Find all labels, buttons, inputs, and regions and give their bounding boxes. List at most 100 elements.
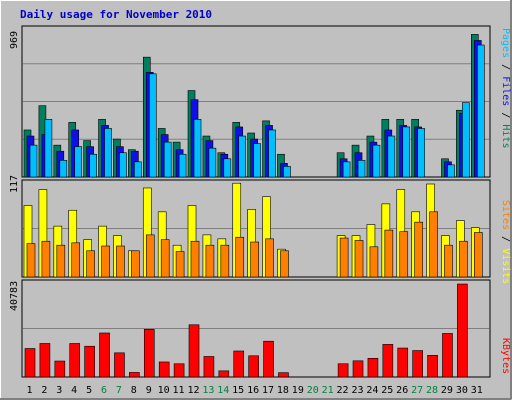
bar-kbytes-day-18 — [278, 372, 289, 378]
bar-pages-day-8 — [134, 161, 142, 178]
x-tick-label-20: 20 — [307, 385, 319, 396]
x-tick-label-12: 12 — [187, 385, 199, 396]
bar-pages-day-15 — [238, 135, 247, 178]
x-tick-label-6: 6 — [101, 385, 107, 396]
bar-sites-day-16 — [250, 241, 259, 278]
x-tick-label-9: 9 — [146, 385, 152, 396]
bar-kbytes-day-5 — [84, 345, 95, 378]
bar-pages-day-31 — [476, 44, 485, 178]
x-tick-label-13: 13 — [202, 385, 214, 396]
bar-pages-day-7 — [119, 152, 127, 178]
bar-pages-day-5 — [89, 153, 97, 178]
bar-pages-day-26 — [402, 126, 411, 178]
bar-pages-day-4 — [74, 146, 83, 178]
x-tick-label-8: 8 — [131, 385, 137, 396]
bar-kbytes-day-26 — [397, 347, 409, 378]
bar-kbytes-day-14 — [218, 370, 230, 378]
x-tick-label-30: 30 — [456, 385, 468, 396]
bar-sites-day-23 — [354, 240, 364, 278]
bar-sites-day-27 — [414, 221, 423, 278]
bar-pages-day-29 — [447, 164, 455, 178]
x-tick-label-5: 5 — [86, 385, 92, 396]
bar-sites-day-1 — [26, 243, 36, 278]
bar-pages-day-13 — [208, 147, 217, 178]
legend-visits: Visits — [500, 248, 511, 284]
x-tick-label-19: 19 — [292, 385, 304, 396]
bar-pages-day-17 — [268, 129, 276, 178]
bar-sites-day-29 — [444, 244, 453, 278]
bar-kbytes-day-1 — [24, 348, 36, 378]
x-tick-label-31: 31 — [471, 385, 483, 396]
x-tick-label-4: 4 — [71, 385, 77, 396]
bar-kbytes-day-12 — [188, 324, 200, 378]
legend-sep-3: / — [500, 236, 511, 242]
bar-sites-day-2 — [41, 240, 51, 278]
bar-sites-day-18 — [280, 250, 289, 278]
x-tick-label-23: 23 — [351, 385, 363, 396]
panel-kbytes-ymax: 40783 — [9, 281, 20, 311]
bar-sites-day-8 — [131, 250, 140, 278]
bar-kbytes-day-13 — [203, 356, 215, 378]
bar-sites-day-31 — [473, 232, 483, 278]
bar-sites-day-15 — [235, 236, 245, 278]
legend-kbytes: KBytes — [500, 338, 511, 374]
x-tick-label-26: 26 — [396, 385, 408, 396]
bar-kbytes-day-10 — [158, 361, 170, 378]
legend-sites: Sites — [500, 200, 511, 230]
x-tick-label-10: 10 — [158, 385, 170, 396]
bar-kbytes-day-9 — [143, 329, 155, 378]
bar-kbytes-day-3 — [54, 360, 66, 378]
x-tick-label-11: 11 — [173, 385, 185, 396]
bar-pages-day-23 — [357, 160, 366, 178]
x-tick-label-15: 15 — [232, 385, 244, 396]
bar-marks — [23, 34, 485, 378]
bar-pages-day-10 — [163, 141, 172, 178]
bar-pages-day-2 — [44, 119, 53, 178]
x-tick-label-17: 17 — [262, 385, 274, 396]
bar-pages-day-27 — [417, 128, 425, 178]
bar-kbytes-day-24 — [367, 358, 379, 378]
x-tick-label-3: 3 — [56, 385, 62, 396]
bar-sites-day-28 — [429, 211, 438, 278]
x-tick-label-29: 29 — [441, 385, 453, 396]
bar-pages-day-16 — [253, 143, 261, 178]
bar-kbytes-day-30 — [457, 283, 468, 378]
legend-sep-2: / — [500, 112, 511, 118]
bar-kbytes-day-16 — [248, 355, 259, 378]
bar-kbytes-day-27 — [412, 350, 423, 378]
legend-files: Files — [500, 76, 511, 106]
x-tick-label-28: 28 — [426, 385, 438, 396]
bar-kbytes-day-22 — [337, 363, 349, 378]
bar-sites-day-7 — [116, 245, 125, 278]
x-tick-label-18: 18 — [277, 385, 289, 396]
legend-sep-1: / — [500, 64, 511, 70]
bar-sites-day-5 — [86, 250, 95, 278]
bar-sites-day-6 — [101, 245, 110, 278]
x-tick-label-14: 14 — [217, 385, 229, 396]
x-tick-label-25: 25 — [381, 385, 393, 396]
bar-sites-day-10 — [160, 239, 170, 278]
bar-sites-day-25 — [384, 229, 394, 278]
bar-pages-day-1 — [29, 144, 38, 178]
bar-sites-day-4 — [71, 242, 81, 278]
bar-pages-day-9 — [148, 73, 157, 178]
panel-hits-ymax: 969 — [9, 31, 20, 49]
bar-sites-day-30 — [459, 240, 468, 278]
bar-pages-day-3 — [59, 160, 68, 178]
x-tick-label-7: 7 — [116, 385, 122, 396]
bar-sites-day-9 — [145, 234, 155, 278]
bar-sites-day-26 — [399, 231, 409, 278]
bar-kbytes-day-25 — [382, 344, 394, 378]
bar-sites-day-22 — [339, 237, 349, 278]
bar-kbytes-day-11 — [173, 363, 185, 378]
bar-kbytes-day-2 — [39, 343, 51, 378]
bar-kbytes-day-15 — [233, 350, 245, 378]
x-tick-label-22: 22 — [337, 385, 349, 396]
x-tick-label-24: 24 — [366, 385, 378, 396]
bar-pages-day-30 — [462, 102, 470, 178]
bar-sites-day-14 — [220, 244, 230, 278]
bar-kbytes-day-8 — [129, 372, 140, 378]
bar-kbytes-day-23 — [352, 360, 364, 378]
